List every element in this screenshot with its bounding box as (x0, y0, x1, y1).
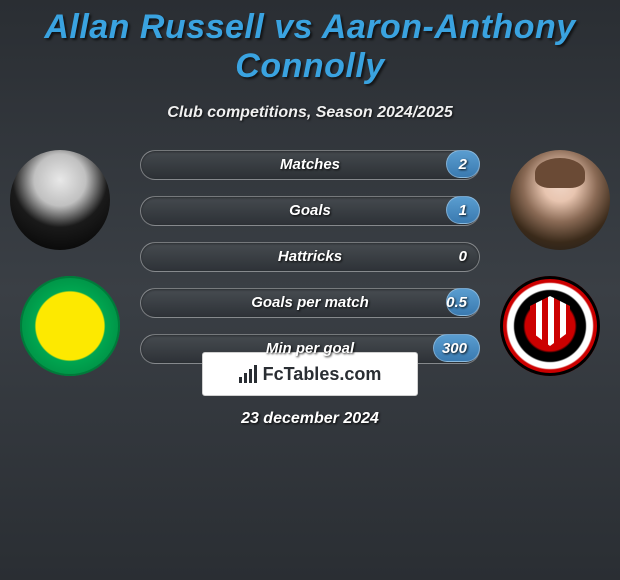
player-right-avatar (510, 150, 610, 250)
stat-value-right: 2 (459, 151, 467, 179)
page-subtitle: Club competitions, Season 2024/2025 (0, 104, 620, 122)
stat-row: Hattricks0 (140, 242, 480, 272)
stat-row: Matches2 (140, 150, 480, 180)
player-left-avatar (10, 150, 110, 250)
stat-label: Goals per match (141, 289, 479, 317)
stat-label: Min per goal (141, 335, 479, 363)
player-left-club-badge (20, 276, 120, 376)
chart-icon (239, 365, 257, 383)
brand-text: FcTables.com (263, 364, 382, 385)
stat-row: Min per goal300 (140, 334, 480, 364)
stat-value-right: 0 (459, 243, 467, 271)
stat-label: Hattricks (141, 243, 479, 271)
stat-value-right: 1 (459, 197, 467, 225)
stat-value-right: 300 (442, 335, 467, 363)
date-label: 23 december 2024 (0, 410, 620, 428)
stat-label: Goals (141, 197, 479, 225)
stat-label: Matches (141, 151, 479, 179)
stats-list: Matches2Goals1Hattricks0Goals per match0… (140, 150, 480, 380)
page-title: Allan Russell vs Aaron-Anthony Connolly (0, 0, 620, 86)
player-right-club-badge (500, 276, 600, 376)
stat-row: Goals per match0.5 (140, 288, 480, 318)
stat-row: Goals1 (140, 196, 480, 226)
stat-value-right: 0.5 (446, 289, 467, 317)
